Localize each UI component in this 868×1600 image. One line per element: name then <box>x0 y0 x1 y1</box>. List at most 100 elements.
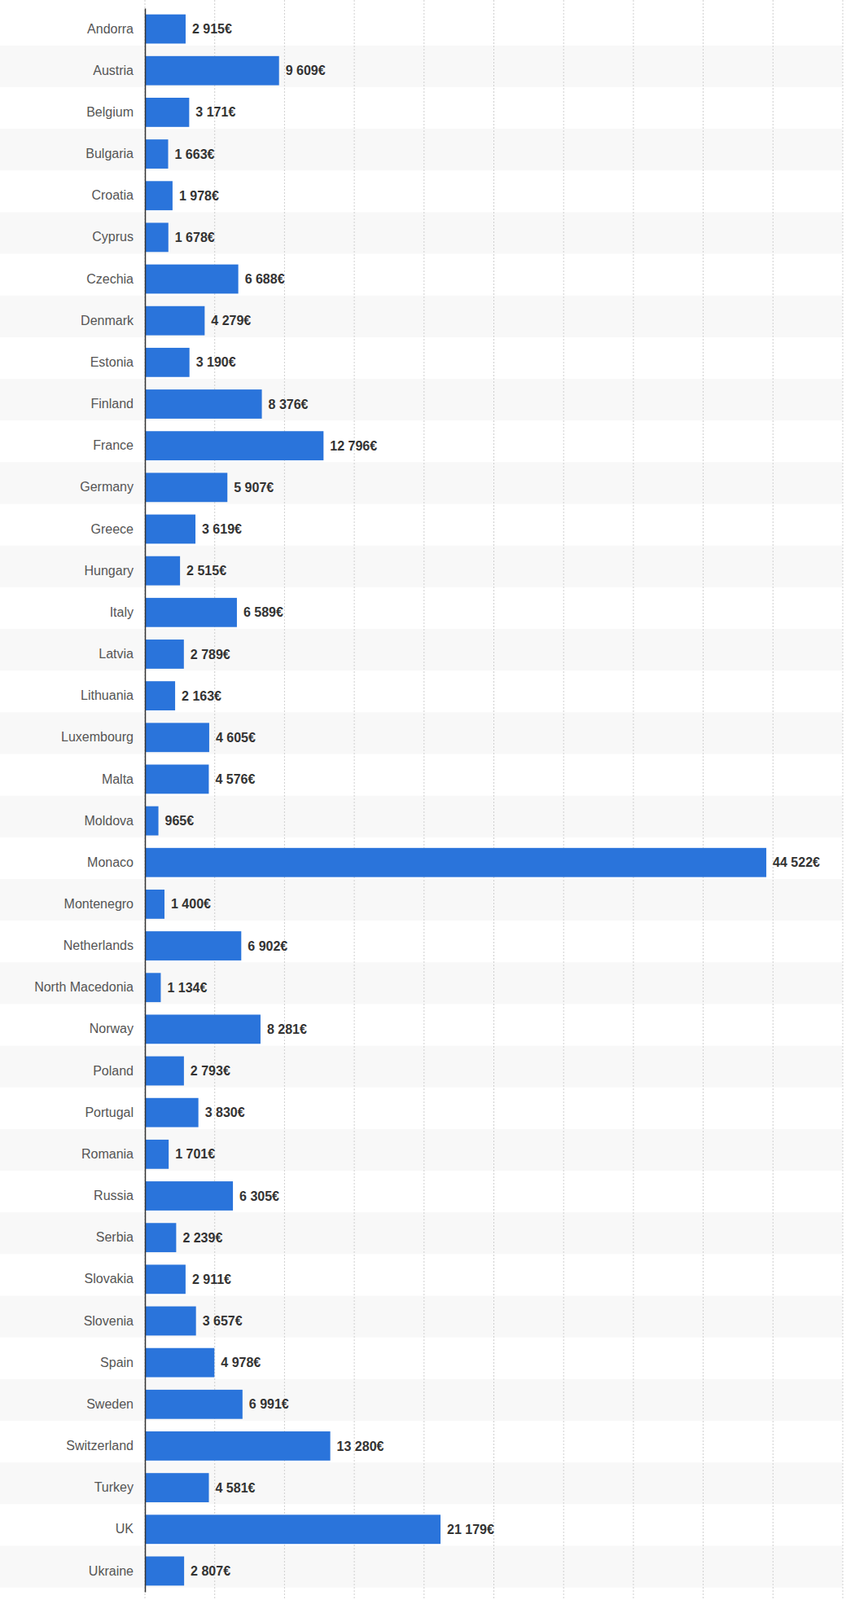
tick: Hungary <box>84 563 145 578</box>
category-label: Poland <box>92 1063 134 1078</box>
tick: Monaco <box>87 854 145 869</box>
grid-line <box>144 0 146 1600</box>
bar <box>144 1306 197 1336</box>
data-label: 6 991€ <box>249 1396 290 1411</box>
bar <box>144 514 196 544</box>
row-background <box>0 795 843 838</box>
bar <box>144 1263 186 1294</box>
row-background <box>0 1128 843 1171</box>
tick: Norway <box>89 1021 145 1035</box>
data-label: 2 515€ <box>186 563 227 578</box>
tick: Bulgaria <box>85 146 145 161</box>
category-label: Romania <box>81 1146 134 1161</box>
bar <box>144 180 173 211</box>
data-label: 3 619€ <box>201 521 242 536</box>
bar <box>144 347 190 378</box>
bar <box>144 1222 176 1252</box>
bar <box>144 972 161 1002</box>
data-label: 1 134€ <box>166 980 207 995</box>
category-label: Russia <box>93 1188 134 1202</box>
tick: Estonia <box>90 355 145 369</box>
category-label: Monaco <box>87 854 134 869</box>
data-label: 2 915€ <box>192 21 233 36</box>
category-label: Luxembourg <box>61 729 134 744</box>
bar <box>144 222 169 252</box>
data-label: 3 830€ <box>205 1104 246 1119</box>
grid-line <box>284 0 285 1600</box>
data-label: 21 179€ <box>447 1521 495 1536</box>
tick: Ukraine <box>88 1563 145 1578</box>
bars <box>144 14 767 1586</box>
category-label: Estonia <box>90 355 134 369</box>
category-label: Greece <box>91 521 135 536</box>
bar <box>144 1513 441 1544</box>
chart: Andorra Austria Belgium Bulgaria Croatia Cypr… <box>0 0 868 1600</box>
bar <box>144 556 180 586</box>
tick: Cyprus <box>92 229 145 244</box>
bar <box>144 639 185 669</box>
bar <box>144 680 176 711</box>
category-label: Switzerland <box>65 1437 134 1452</box>
bar <box>144 1180 233 1210</box>
tick: Romania <box>81 1146 145 1161</box>
data-label: 6 902€ <box>247 938 288 953</box>
row-background <box>0 878 843 921</box>
tick: Latvia <box>98 646 145 661</box>
tick: Luxembourg <box>61 729 145 744</box>
category-label: Germany <box>79 479 134 494</box>
tick: Serbia <box>96 1229 145 1244</box>
bar <box>144 1347 215 1377</box>
category-label: Turkey <box>94 1479 134 1494</box>
tick: Poland <box>92 1063 145 1078</box>
row-background <box>0 545 843 588</box>
row-background <box>0 1461 843 1504</box>
row-background <box>0 378 843 421</box>
row-background <box>0 1378 843 1421</box>
tick: Greece <box>91 521 145 536</box>
row-background <box>0 711 843 754</box>
category-label: Andorra <box>87 21 134 36</box>
bar <box>144 1472 210 1502</box>
bar <box>144 389 263 419</box>
category-label: Latvia <box>98 646 134 661</box>
tick: Austria <box>92 63 145 78</box>
tick: Russia <box>93 1188 145 1202</box>
tick: Lithuania <box>80 688 145 702</box>
tick: Turkey <box>94 1479 145 1494</box>
grid-line <box>493 0 495 1600</box>
grid-line <box>632 0 634 1600</box>
bar <box>144 430 324 461</box>
bar <box>144 722 210 752</box>
row-background <box>0 211 843 254</box>
grid-line <box>563 0 565 1600</box>
grid <box>144 0 843 1600</box>
bar <box>144 264 239 294</box>
grid-line <box>772 0 774 1600</box>
data-label: 13 280€ <box>337 1438 385 1453</box>
data-label: 1 663€ <box>175 147 215 162</box>
data-label: 4 605€ <box>215 730 256 745</box>
bar <box>144 597 237 627</box>
bar <box>144 14 186 44</box>
tick: North Macedonia <box>34 979 145 994</box>
grid-line <box>354 0 356 1600</box>
bar <box>144 1430 331 1460</box>
row-background <box>0 1045 843 1088</box>
tick: Andorra <box>87 21 145 36</box>
data-label: 965€ <box>165 813 195 828</box>
data-label: 6 305€ <box>239 1188 280 1203</box>
tick: Finland <box>91 396 145 411</box>
data-labels: 2 915€9 609€3 171€1 663€1 978€1 678€6 68… <box>165 21 821 1578</box>
category-label: Italy <box>109 604 134 619</box>
category-label: Bulgaria <box>85 146 134 161</box>
tick: Croatia <box>91 188 145 202</box>
data-label: 4 581€ <box>215 1480 256 1495</box>
category-label: Montenegro <box>64 896 134 911</box>
tick: France <box>92 438 145 452</box>
data-label: 1 978€ <box>179 188 220 203</box>
data-label: 6 688€ <box>245 271 285 286</box>
category-label: Lithuania <box>80 688 134 702</box>
data-label: 9 609€ <box>285 63 326 78</box>
tick: Germany <box>79 479 145 494</box>
category-label: Belgium <box>86 105 134 119</box>
